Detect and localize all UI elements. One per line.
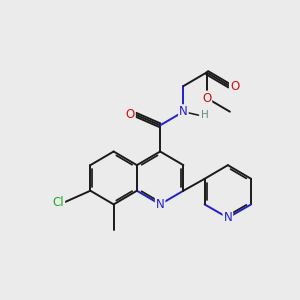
Text: O: O <box>230 80 239 93</box>
Text: Cl: Cl <box>52 196 64 209</box>
Text: N: N <box>179 105 188 118</box>
Text: O: O <box>126 108 135 121</box>
Text: N: N <box>224 211 232 224</box>
Text: N: N <box>156 198 164 211</box>
Text: H: H <box>201 110 208 120</box>
Text: O: O <box>202 92 211 104</box>
